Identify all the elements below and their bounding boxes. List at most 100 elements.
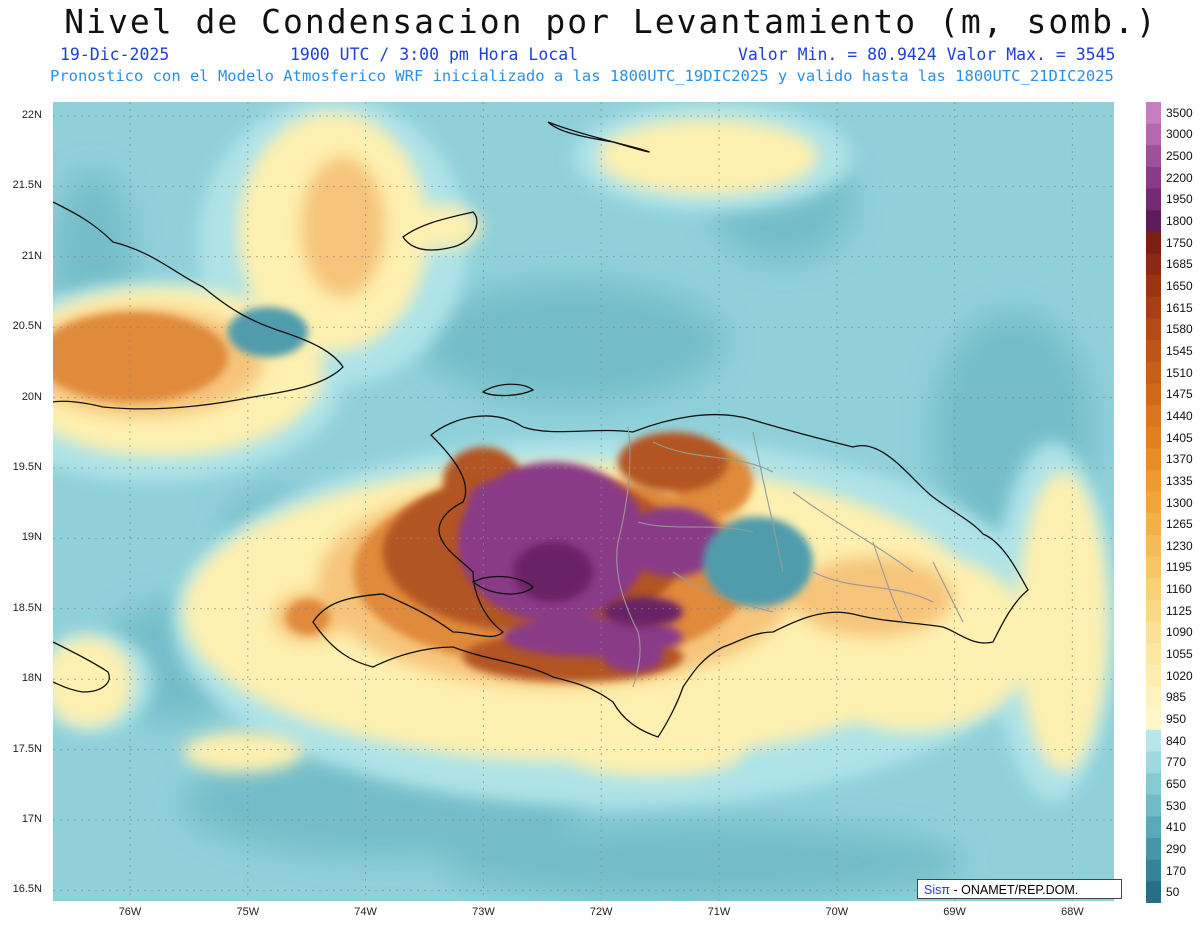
colorbar-label: 1370 bbox=[1166, 452, 1193, 467]
colorbar-swatch bbox=[1146, 296, 1161, 319]
credit-box: Sisπ - ONAMET/REP.DOM. bbox=[917, 879, 1122, 899]
colorbar-label: 985 bbox=[1166, 690, 1187, 705]
colorbar-label: 1650 bbox=[1166, 279, 1193, 293]
colorbar-label: 1090 bbox=[1166, 625, 1193, 640]
colorbar-label: 1615 bbox=[1166, 300, 1193, 315]
colorbar bbox=[1146, 102, 1161, 903]
colorbar-swatch bbox=[1146, 729, 1161, 752]
colorbar-swatch bbox=[1146, 102, 1161, 125]
colorbar-label: 1335 bbox=[1166, 473, 1193, 488]
lat-tick-label: 19.5N bbox=[12, 461, 42, 473]
colorbar-label: 1160 bbox=[1166, 582, 1192, 597]
coastlines bbox=[53, 121, 1029, 738]
colorbar-swatch bbox=[1146, 686, 1161, 709]
colorbar-swatch bbox=[1146, 643, 1161, 666]
cuba-coast bbox=[53, 201, 344, 410]
colorbar-label: 1300 bbox=[1166, 495, 1193, 510]
colorbar-label: 1440 bbox=[1166, 408, 1193, 423]
colorbar-swatch bbox=[1146, 621, 1161, 644]
lat-tick-label: 22N bbox=[21, 109, 42, 121]
date-label: 19-Dic-2025 bbox=[60, 45, 170, 64]
colorbar-label: 1265 bbox=[1166, 517, 1193, 532]
province-borders bbox=[616, 426, 964, 688]
colorbar-label: 3500 bbox=[1166, 105, 1193, 120]
gonave-coast bbox=[471, 575, 534, 595]
min-max-label: Valor Min. = 80.9424 Valor Max. = 3545 bbox=[738, 45, 1116, 64]
lon-tick-label: 73W bbox=[472, 906, 495, 918]
jamaica-coast bbox=[53, 641, 110, 693]
colorbar-swatch bbox=[1146, 470, 1161, 493]
time-label: 1900 UTC / 3:00 pm Hora Local bbox=[290, 45, 579, 64]
lat-tick-label: 20N bbox=[21, 390, 42, 403]
colorbar-label: 290 bbox=[1166, 841, 1187, 856]
colorbar-label: 1685 bbox=[1166, 257, 1193, 272]
colorbar-label: 1750 bbox=[1166, 235, 1193, 250]
colorbar-label: 950 bbox=[1166, 711, 1187, 726]
lat-tick-label: 21.5N bbox=[12, 179, 42, 192]
colorbar-label: 840 bbox=[1166, 733, 1187, 748]
colorbar-swatch bbox=[1146, 275, 1161, 298]
colorbar-swatch bbox=[1146, 188, 1161, 211]
lat-tick-label: 18N bbox=[21, 672, 42, 685]
colorbar-label: 1545 bbox=[1166, 343, 1193, 358]
colorbar-label: 770 bbox=[1166, 755, 1187, 770]
colorbar-swatch bbox=[1146, 881, 1161, 903]
colorbar-label: 530 bbox=[1166, 798, 1187, 813]
tortuga-coast bbox=[481, 383, 535, 397]
colorbar-swatch bbox=[1146, 816, 1161, 839]
forecast-label: Pronostico con el Modelo Atmosferico WRF… bbox=[50, 67, 1114, 85]
colorbar-swatch bbox=[1146, 253, 1161, 276]
colorbar-swatch bbox=[1146, 123, 1161, 146]
colorbar-swatch bbox=[1146, 599, 1161, 623]
colorbar-swatch bbox=[1146, 773, 1161, 796]
lat-tick-label: 17N bbox=[21, 813, 42, 825]
colorbar-label: 1055 bbox=[1166, 647, 1193, 662]
hispaniola-coast bbox=[312, 414, 1029, 738]
colorbar-swatch bbox=[1146, 664, 1161, 688]
sis-logo-text: Sisπ bbox=[924, 883, 950, 897]
map-title: Nivel de Condensacion por Levantamiento … bbox=[64, 2, 1158, 41]
colorbar-label: 1230 bbox=[1166, 538, 1193, 553]
bahamas-coast-1 bbox=[547, 121, 650, 153]
colorbar-swatch bbox=[1146, 838, 1161, 861]
colorbar-label: 1475 bbox=[1166, 387, 1193, 402]
colorbar-label: 2200 bbox=[1166, 170, 1193, 185]
lon-tick-label: 72W bbox=[589, 906, 613, 918]
colorbar-swatch bbox=[1146, 859, 1161, 882]
colorbar-swatch bbox=[1146, 448, 1161, 471]
colorbar-label: 1580 bbox=[1166, 322, 1193, 337]
credit-text: - ONAMET/REP.DOM. bbox=[953, 883, 1079, 897]
colorbar-label: 2500 bbox=[1166, 149, 1193, 164]
colorbar-swatch bbox=[1146, 426, 1161, 449]
colorbar-swatch bbox=[1146, 145, 1161, 168]
lat-tick-label: 19N bbox=[21, 531, 42, 544]
lon-tick-label: 68W bbox=[1061, 906, 1084, 918]
colorbar-label: 650 bbox=[1166, 776, 1187, 791]
colorbar-label: 170 bbox=[1166, 863, 1187, 878]
lat-tick-label: 20.5N bbox=[12, 320, 42, 333]
bahamas-coast-2 bbox=[402, 211, 478, 251]
lon-tick-label: 76W bbox=[118, 906, 142, 918]
colorbar-label: 410 bbox=[1166, 820, 1187, 835]
colorbar-label: 1195 bbox=[1166, 560, 1192, 575]
colorbar-swatch bbox=[1146, 210, 1161, 233]
colorbar-label: 1020 bbox=[1166, 668, 1193, 683]
colorbar-swatch bbox=[1146, 361, 1161, 384]
colorbar-label: 3000 bbox=[1166, 127, 1193, 142]
colorbar-swatch bbox=[1146, 794, 1161, 817]
colorbar-swatch bbox=[1146, 513, 1161, 536]
lat-tick-label: 17.5N bbox=[12, 742, 42, 755]
colorbar-swatch bbox=[1146, 166, 1161, 190]
colorbar-swatch bbox=[1146, 318, 1161, 341]
colorbar-swatch bbox=[1146, 405, 1161, 428]
lat-tick-label: 18.5N bbox=[12, 601, 42, 614]
colorbar-label: 50 bbox=[1166, 885, 1180, 900]
colorbar-label: 1125 bbox=[1166, 603, 1192, 618]
colorbar-swatch bbox=[1146, 340, 1161, 363]
colorbar-swatch bbox=[1146, 751, 1161, 774]
graticule bbox=[53, 102, 1114, 901]
colorbar-swatch bbox=[1146, 578, 1161, 601]
colorbar-label: 1405 bbox=[1166, 430, 1193, 445]
lon-tick-label: 70W bbox=[825, 906, 849, 918]
colorbar-swatch bbox=[1146, 556, 1161, 579]
